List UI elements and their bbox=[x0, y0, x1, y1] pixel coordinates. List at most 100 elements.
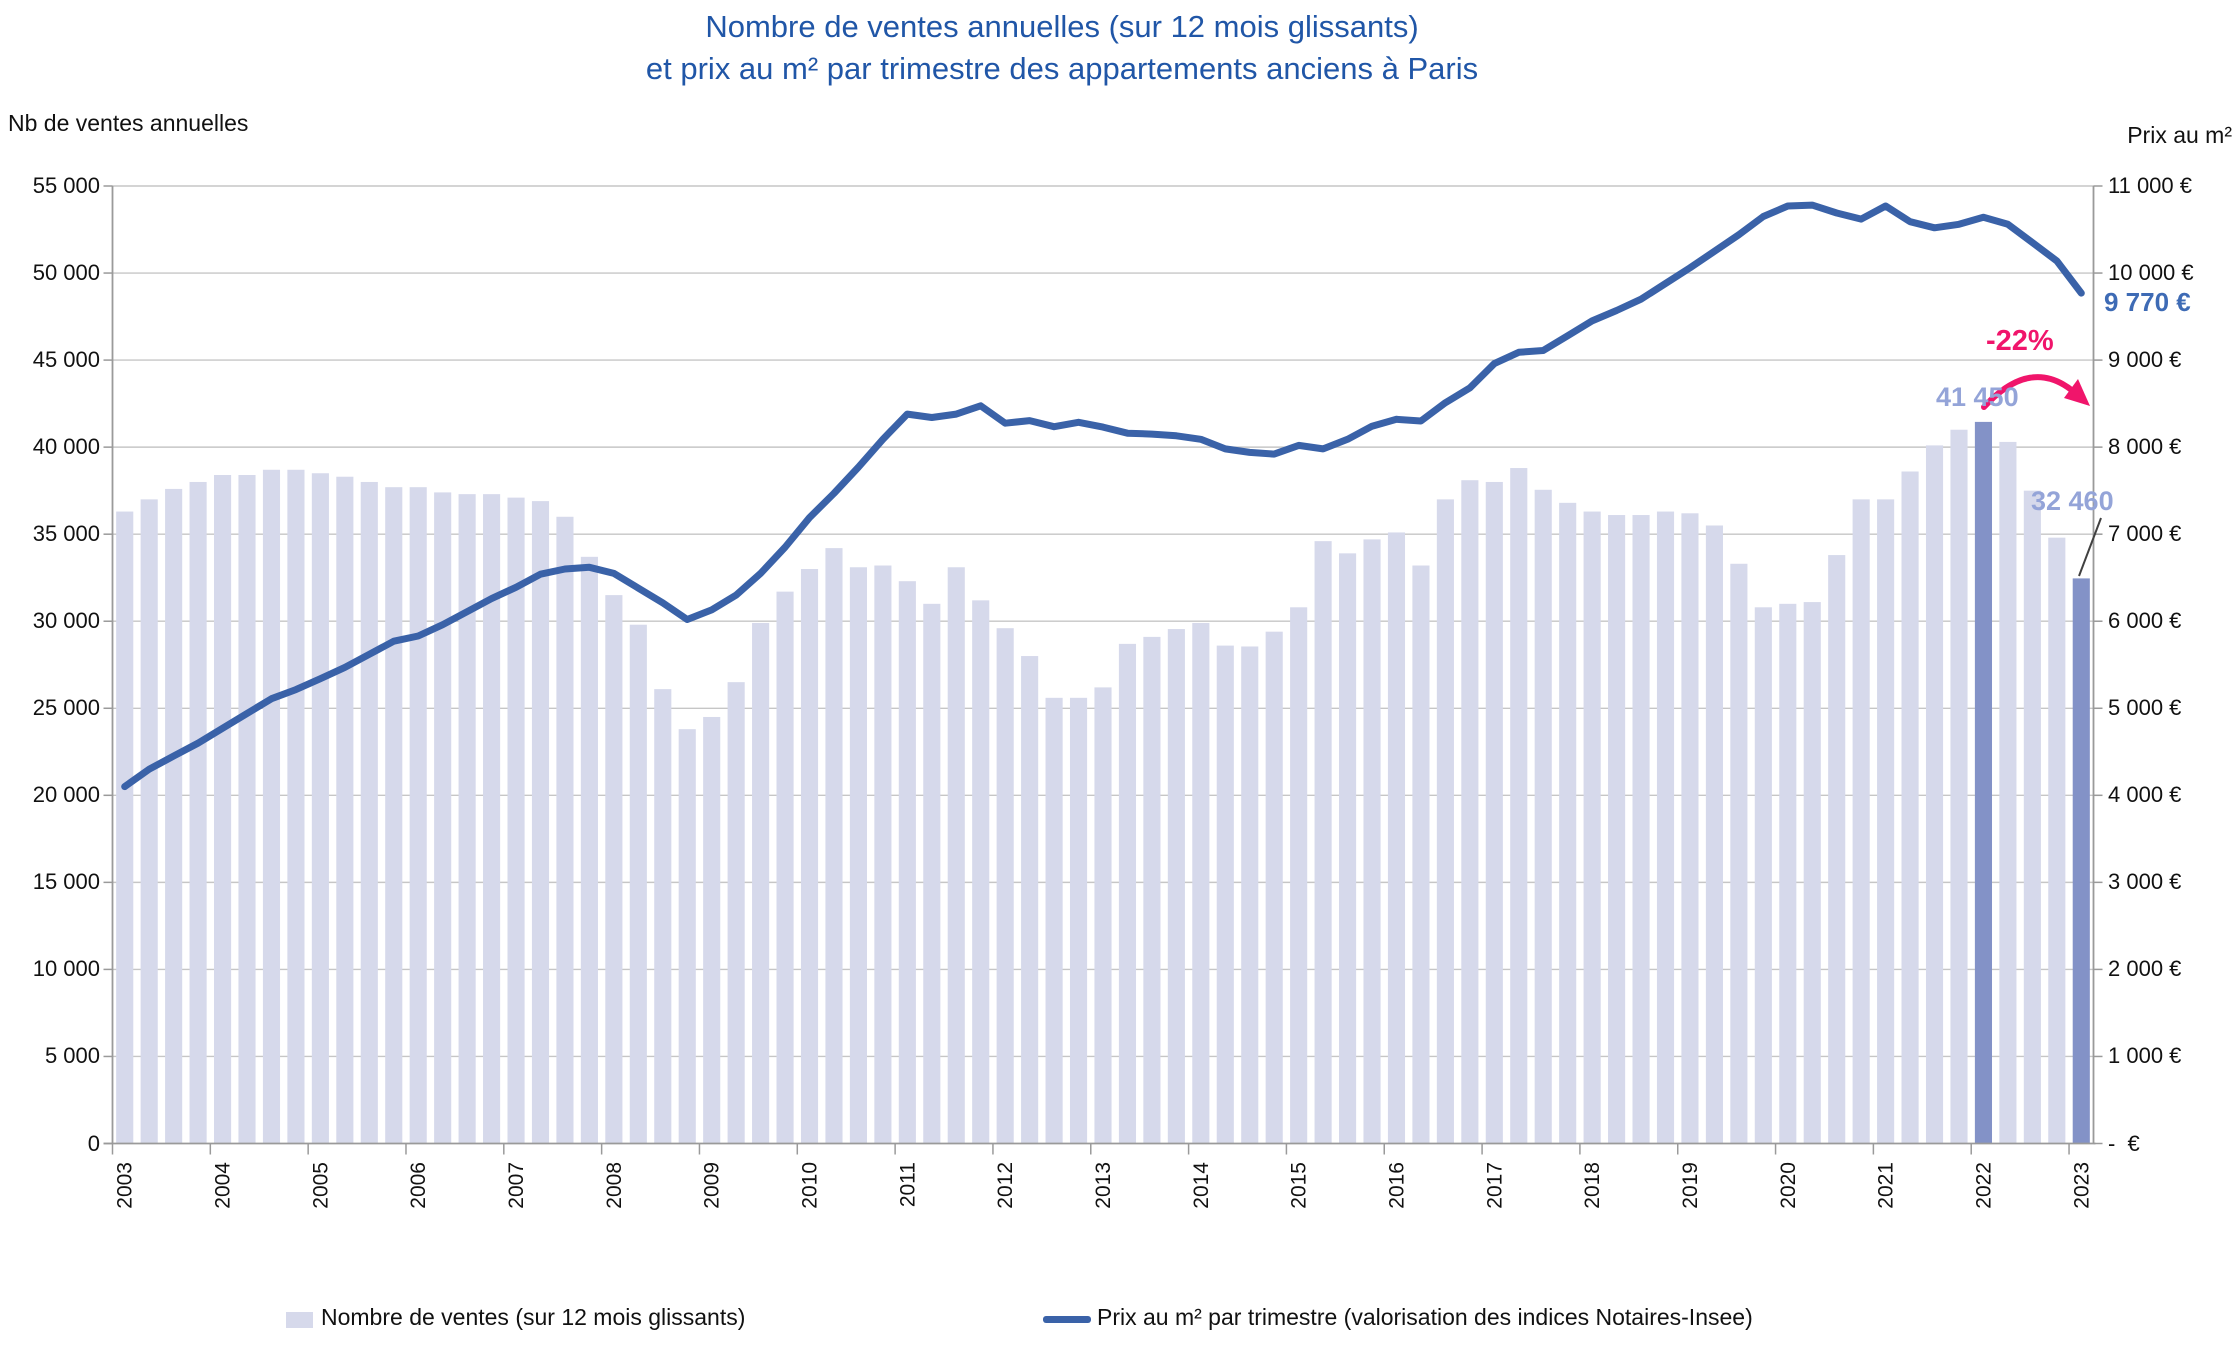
sales-bar bbox=[1436, 499, 1454, 1144]
left-axis-tick-label: 50 000 bbox=[32, 260, 100, 286]
sales-bar bbox=[1045, 697, 1063, 1144]
year-label: 2007 bbox=[505, 1162, 528, 1209]
right-axis-tick-label: 6 000 € bbox=[2108, 608, 2182, 634]
sales-bar bbox=[311, 473, 329, 1144]
sales-bar bbox=[1901, 471, 1919, 1144]
chart-title-line2: et prix au m² par trimestre des appartem… bbox=[645, 51, 1479, 86]
sales-bar bbox=[629, 624, 647, 1144]
sales-bar bbox=[483, 494, 501, 1144]
sales-bar bbox=[1485, 481, 1503, 1144]
sales-bar bbox=[434, 492, 452, 1144]
sales-bar bbox=[458, 494, 476, 1144]
legend-sales-label: Nombre de ventes (sur 12 mois glissants) bbox=[321, 1304, 746, 1330]
year-label: 2010 bbox=[799, 1162, 822, 1209]
sales-bar bbox=[654, 689, 672, 1144]
year-label: 2017 bbox=[1483, 1162, 1506, 1209]
right-axis-tick-label: 2 000 € bbox=[2108, 956, 2182, 982]
year-label: 2011 bbox=[896, 1162, 919, 1207]
sales-bar bbox=[605, 595, 623, 1144]
left-axis-tick-label: 0 bbox=[87, 1130, 100, 1156]
right-axis-tick-label: 7 000 € bbox=[2108, 521, 2182, 547]
last-bar-leader-line bbox=[2078, 517, 2102, 577]
left-axis-tick-label: 40 000 bbox=[32, 434, 100, 460]
sales-bar bbox=[262, 469, 281, 1144]
sales-bar bbox=[874, 565, 892, 1144]
sales-bar bbox=[409, 487, 427, 1144]
sales-bar bbox=[1216, 645, 1234, 1144]
sales-bar bbox=[1143, 636, 1161, 1144]
sales-bar bbox=[213, 474, 232, 1144]
sales-bar bbox=[238, 474, 256, 1144]
sales-bar bbox=[1387, 532, 1406, 1144]
sales-bar bbox=[996, 628, 1014, 1144]
sales-bar bbox=[1094, 687, 1112, 1144]
sales-bar bbox=[1632, 515, 1650, 1144]
year-label: 2006 bbox=[407, 1162, 430, 1209]
sales-bar-highlighted bbox=[1974, 421, 1993, 1144]
sales-bar bbox=[1290, 607, 1308, 1144]
sales-bar bbox=[1950, 429, 1968, 1144]
right-axis-tick-label: 5 000 € bbox=[2108, 695, 2182, 721]
sales-bar bbox=[2048, 537, 2066, 1144]
sales-bar bbox=[189, 481, 207, 1144]
price-line bbox=[121, 201, 2085, 791]
sales-bar bbox=[1118, 643, 1137, 1144]
year-label: 2009 bbox=[701, 1162, 724, 1209]
year-label: 2013 bbox=[1092, 1162, 1115, 1209]
sales-bar bbox=[1192, 622, 1210, 1144]
sales-bar bbox=[1167, 629, 1185, 1144]
legend-price-line-swatch bbox=[1043, 1316, 1091, 1323]
sales-bar bbox=[1559, 502, 1577, 1144]
sales-bar bbox=[1608, 515, 1626, 1144]
year-label: 2012 bbox=[994, 1162, 1017, 1209]
sales-bar bbox=[923, 603, 941, 1144]
sales-bar bbox=[507, 497, 525, 1144]
sales-bar bbox=[385, 487, 403, 1144]
left-axis-tick-label: 35 000 bbox=[32, 521, 100, 547]
legend-price-label: Prix au m² par trimestre (valorisation d… bbox=[1097, 1304, 1753, 1330]
chart-title: Nombre de ventes annuelles (sur 12 mois … bbox=[0, 6, 2124, 90]
sales-bar bbox=[947, 567, 965, 1144]
sales-bar bbox=[360, 481, 378, 1144]
right-axis-tick-label: 11 000 € bbox=[2108, 173, 2193, 198]
sales-bar bbox=[531, 501, 550, 1144]
sales-bar bbox=[165, 488, 183, 1144]
sales-bar bbox=[1877, 499, 1895, 1144]
sales-bar bbox=[825, 548, 843, 1144]
left-axis-title: Nb de ventes annuelles bbox=[8, 110, 249, 136]
sales-bar bbox=[2023, 490, 2041, 1144]
year-label: 2019 bbox=[1679, 1162, 1702, 1209]
annotation-drop-percent: -22% bbox=[1986, 325, 2054, 357]
left-axis-tick-label: 30 000 bbox=[32, 608, 100, 634]
sales-bar bbox=[1681, 513, 1699, 1144]
year-label: 2005 bbox=[309, 1162, 332, 1209]
sales-bar bbox=[972, 600, 990, 1144]
right-axis-tick-label: 8 000 € bbox=[2108, 434, 2182, 460]
sales-bar bbox=[898, 581, 916, 1144]
sales-bar bbox=[1021, 656, 1039, 1144]
annotation-last-price: 9 770 € bbox=[2104, 287, 2191, 317]
legend-sales-swatch bbox=[286, 1312, 313, 1328]
left-axis-tick-label: 55 000 bbox=[32, 173, 100, 198]
sales-bar bbox=[287, 469, 305, 1144]
right-axis-tick-label: 3 000 € bbox=[2108, 869, 2182, 895]
sales-bar bbox=[849, 567, 867, 1144]
sales-bar bbox=[1705, 525, 1723, 1144]
year-label: 2021 bbox=[1875, 1162, 1898, 1209]
year-label: 2020 bbox=[1777, 1162, 1800, 1209]
sales-bar bbox=[1999, 441, 2017, 1144]
right-axis-tick-label: 9 000 € bbox=[2108, 347, 2182, 373]
sales-bar bbox=[1779, 603, 1797, 1144]
left-axis-tick-label: 25 000 bbox=[32, 695, 100, 721]
year-label: 2008 bbox=[603, 1162, 626, 1209]
sales-bar bbox=[1363, 539, 1381, 1144]
sales-bar bbox=[1852, 499, 1870, 1144]
sales-bar bbox=[1461, 480, 1479, 1144]
sales-bar bbox=[1803, 602, 1821, 1144]
sales-bar bbox=[140, 499, 158, 1144]
sales-bar bbox=[1339, 553, 1357, 1144]
left-axis-tick-label: 15 000 bbox=[32, 869, 100, 895]
right-axis-title: Prix au m² bbox=[2127, 122, 2232, 148]
